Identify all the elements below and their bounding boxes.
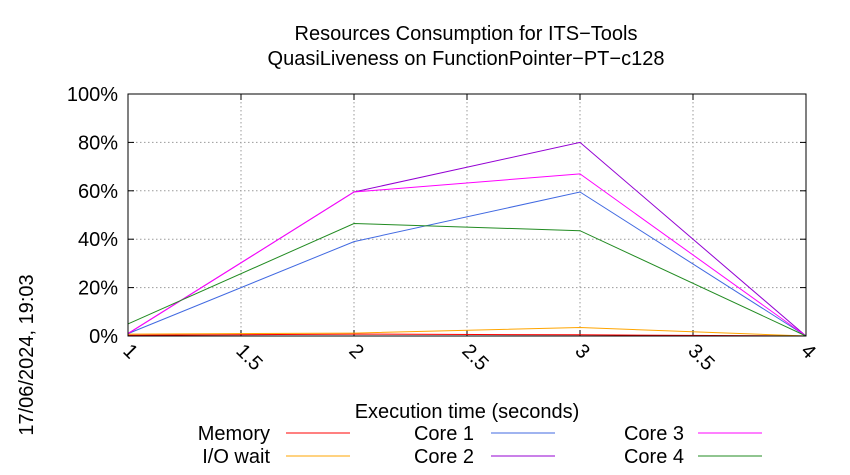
y-tick-label: 80% [78, 132, 118, 154]
x-tick-label: 3 [570, 340, 593, 363]
legend-label: Core 1 [414, 423, 474, 445]
y-tick-label: 0% [89, 326, 118, 348]
series-lines [127, 141, 807, 337]
x-tick-label: 2.5 [457, 340, 492, 375]
x-tick-label: 3.5 [683, 340, 718, 375]
series-line-memory [127, 333, 807, 337]
y-tick-label: 40% [78, 229, 118, 251]
chart-subtitle: QuasiLiveness on FunctionPointer−PT−c128 [268, 48, 665, 70]
series-line-i-o-wait [127, 326, 807, 337]
y-tick-label: 100% [67, 84, 118, 106]
series-line-core-1 [127, 191, 807, 337]
legend-label: Memory [198, 423, 270, 445]
legend-label: Core 2 [414, 446, 474, 468]
y-axis-ticks: 0% 20% 40% 60% 80% 100% [67, 84, 806, 348]
x-tick-label: 2 [344, 340, 367, 363]
timestamp-label: 17/06/2024, 19:03 [16, 274, 38, 435]
x-tick-label: 4 [796, 340, 819, 363]
legend-label: Core 3 [624, 423, 684, 445]
series-line-core-4 [127, 222, 807, 337]
x-tick-label: 1.5 [231, 340, 266, 375]
series-line-core-3 [127, 173, 807, 337]
x-tick-label: 1 [118, 340, 141, 363]
legend-label: Core 4 [624, 446, 684, 468]
x-axis-label: Execution time (seconds) [355, 401, 580, 423]
y-tick-label: 20% [78, 278, 118, 300]
chart-title: Resources Consumption for ITS−Tools [295, 23, 638, 45]
legend-label: I/O wait [202, 446, 270, 468]
grid-lines [128, 94, 806, 336]
plot-frame [127, 93, 807, 337]
y-tick-label: 60% [78, 181, 118, 203]
